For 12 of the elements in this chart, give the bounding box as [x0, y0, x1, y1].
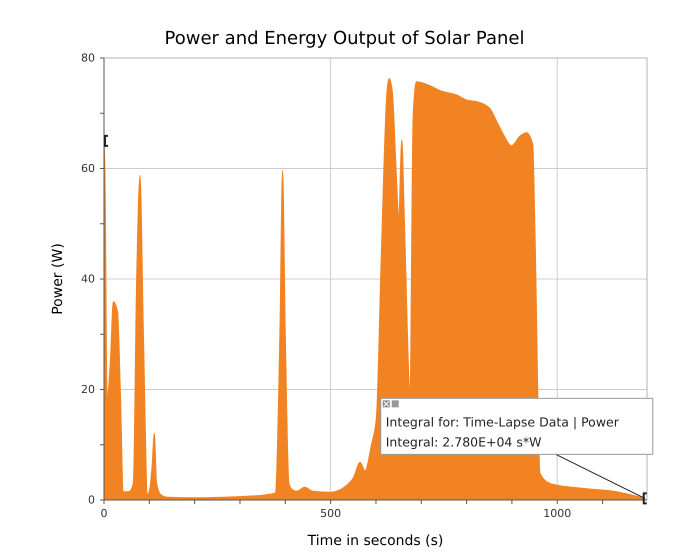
- y-tick-label: 40: [81, 272, 95, 286]
- x-tick-label: 1000: [543, 506, 572, 520]
- x-tick-label: 500: [320, 506, 342, 520]
- y-tick-label: 80: [81, 52, 95, 65]
- annotation: Integral for: Time-Lapse Data | Power Integral: 2.780E+04 s*W: [386, 414, 620, 450]
- y-tick-label: 20: [81, 383, 95, 396]
- x-tick-label: 0: [100, 506, 108, 520]
- y-tick-label: 0: [88, 494, 95, 507]
- y-axis-title: Power (W): [50, 243, 66, 315]
- chart-title: Power and Energy Output of Solar Panel: [164, 28, 524, 49]
- x-axis-title: Time in seconds (s): [306, 533, 444, 549]
- y-tick-label: 60: [81, 162, 95, 176]
